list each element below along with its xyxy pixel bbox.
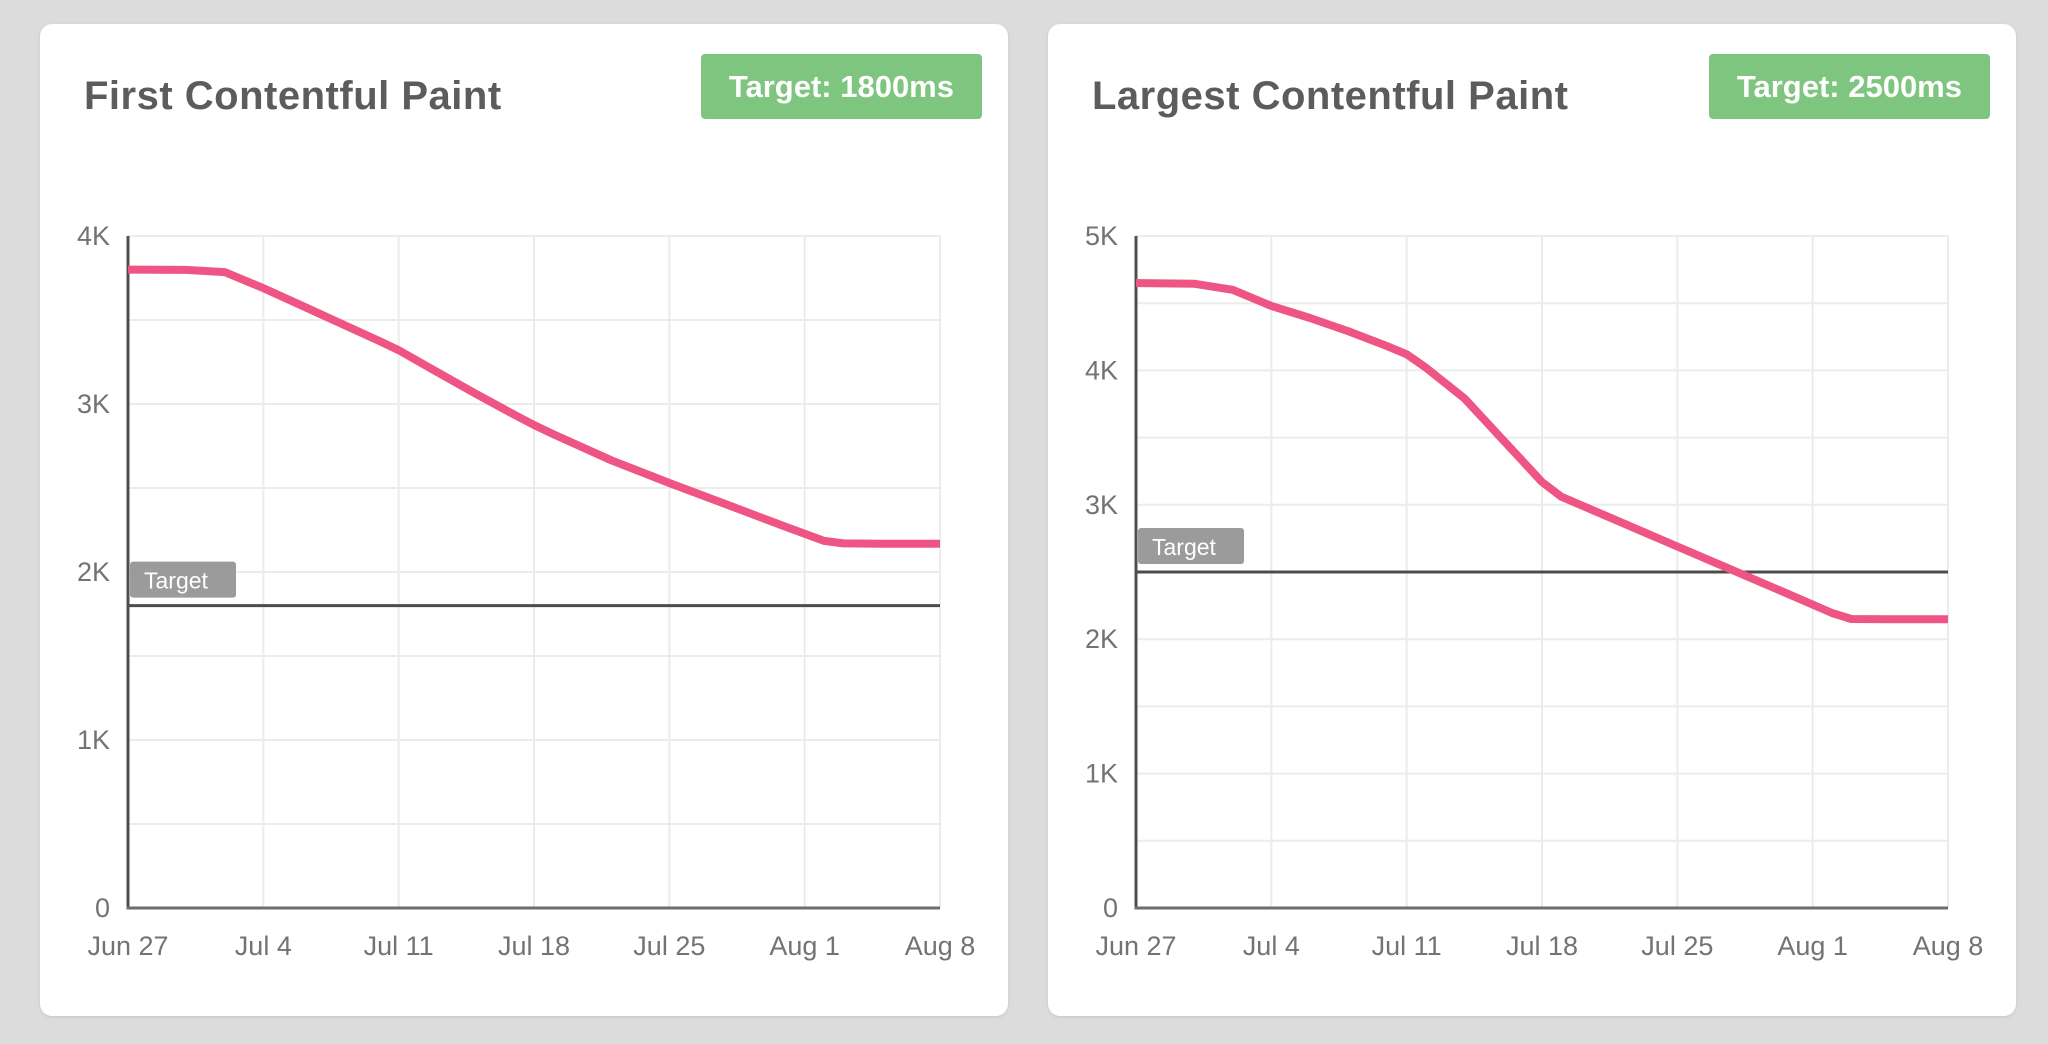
x-tick-label: Aug 1 <box>769 931 840 961</box>
y-tick-label: 4K <box>77 221 110 251</box>
x-tick-label: Jun 27 <box>1095 931 1176 961</box>
y-tick-label: 1K <box>77 725 110 755</box>
y-tick-label: 0 <box>1103 893 1118 923</box>
y-tick-label: 5K <box>1085 221 1118 251</box>
series-line <box>127 265 940 548</box>
x-tick-label: Aug 8 <box>1913 931 1984 961</box>
fcp-card-title: First Contentful Paint <box>84 74 502 118</box>
x-tick-label: Jul 18 <box>1506 931 1578 961</box>
y-tick-label: 1K <box>1085 759 1118 789</box>
x-tick-label: Aug 8 <box>905 931 976 961</box>
lcp-target-pill: Target: 2500ms <box>1708 54 1990 119</box>
target-badge <box>130 561 236 598</box>
x-tick-label: Jul 18 <box>498 931 570 961</box>
y-tick-label: 0 <box>95 893 110 923</box>
lcp-card-title: Largest Contentful Paint <box>1092 74 1569 118</box>
target-badge <box>1138 528 1244 564</box>
target-badge-label: Target <box>1152 534 1217 560</box>
fcp-target-pill: Target: 1800ms <box>700 54 982 119</box>
fcp-chart: Target 4K 3K 2K 1K 0 Jun 27 Jul 4 Jul 11 Jul 18 Ju… <box>77 221 976 961</box>
x-tick-label: Jul 11 <box>1372 931 1442 961</box>
x-tick-label: Jul 11 <box>364 931 434 961</box>
y-tick-label: 2K <box>1085 624 1118 654</box>
target-badge-label: Target <box>144 568 209 594</box>
x-tick-label: Jul 4 <box>1243 931 1300 961</box>
y-tick-label: 2K <box>77 557 110 587</box>
lcp-card: Largest Contentful Paint Target: 2500ms … <box>1048 24 2016 1016</box>
y-tick-label: 3K <box>1085 490 1118 520</box>
y-tick-label: 4K <box>1085 355 1118 385</box>
lcp-chart: Target 5K 4K 3K 2K 1K 0 Jun 27 Jul 4 Jul 11 Jul 18… <box>1085 221 1984 961</box>
x-tick-label: Jun 27 <box>87 931 168 961</box>
x-tick-label: Jul 25 <box>1641 931 1713 961</box>
x-tick-label: Aug 1 <box>1777 931 1848 961</box>
x-tick-label: Jul 25 <box>633 931 705 961</box>
fcp-card: First Contentful Paint Target: 1800ms Ta… <box>40 24 1008 1016</box>
y-tick-label: 3K <box>77 389 110 419</box>
x-tick-label: Jul 4 <box>235 931 292 961</box>
series-line <box>1135 279 1948 624</box>
